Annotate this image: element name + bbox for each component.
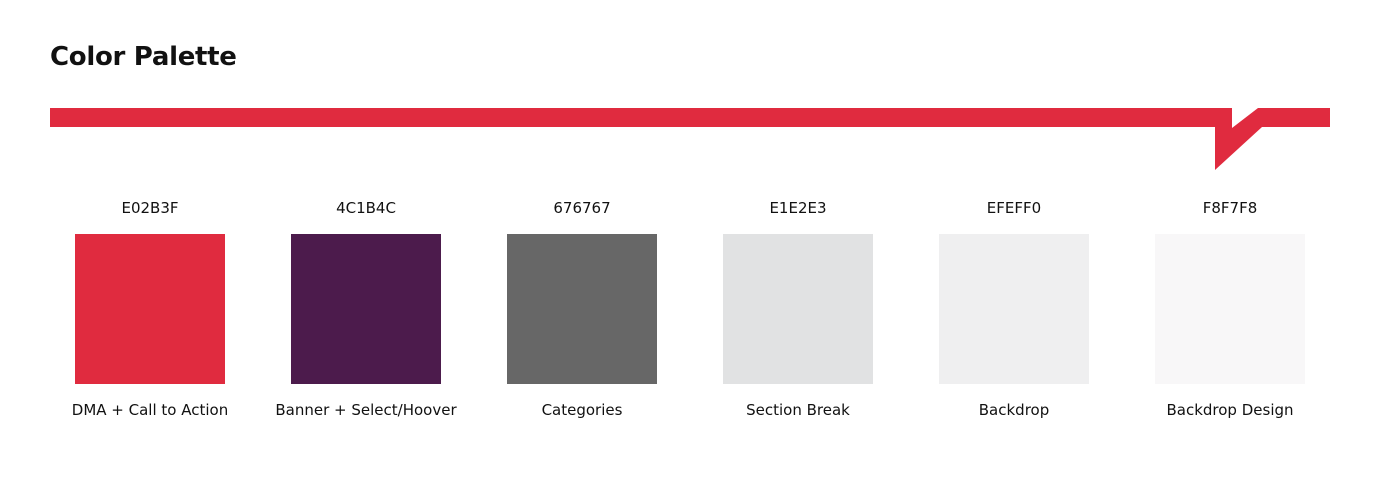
hex-code: E1E2E3 — [769, 199, 827, 217]
color-swatch — [1155, 234, 1305, 384]
hex-code: 4C1B4C — [336, 199, 396, 217]
color-swatch — [939, 234, 1089, 384]
swatch: E1E2E3 Section Break — [690, 196, 906, 422]
swatch: 676767 Categories — [474, 196, 690, 422]
swatch: 4C1B4C Banner + Select/Hoover — [258, 196, 474, 422]
color-swatch — [723, 234, 873, 384]
hex-code: 676767 — [553, 199, 611, 217]
swatch-label: Backdrop — [978, 401, 1050, 419]
hex-code: E02B3F — [121, 199, 179, 217]
swatch: E02B3F DMA + Call to Action — [42, 196, 258, 422]
hex-code: EFEFF0 — [986, 199, 1042, 217]
title: Color Palette — [50, 42, 237, 72]
swatch-label: Banner + Select/Hoover — [275, 401, 457, 419]
swatch: EFEFF0 Backdrop — [906, 196, 1122, 422]
hex-code: F8F7F8 — [1202, 199, 1258, 217]
color-swatch — [75, 234, 225, 384]
color-swatch — [291, 234, 441, 384]
swatch-label: DMA + Call to Action — [71, 401, 229, 419]
red-banner — [50, 108, 1330, 170]
swatch-label: Categories — [541, 401, 623, 419]
color-swatch — [507, 234, 657, 384]
swatch-label: Backdrop Design — [1166, 401, 1294, 419]
swatch: F8F7F8 Backdrop Design — [1122, 196, 1338, 422]
swatch-label: Section Break — [746, 401, 850, 419]
